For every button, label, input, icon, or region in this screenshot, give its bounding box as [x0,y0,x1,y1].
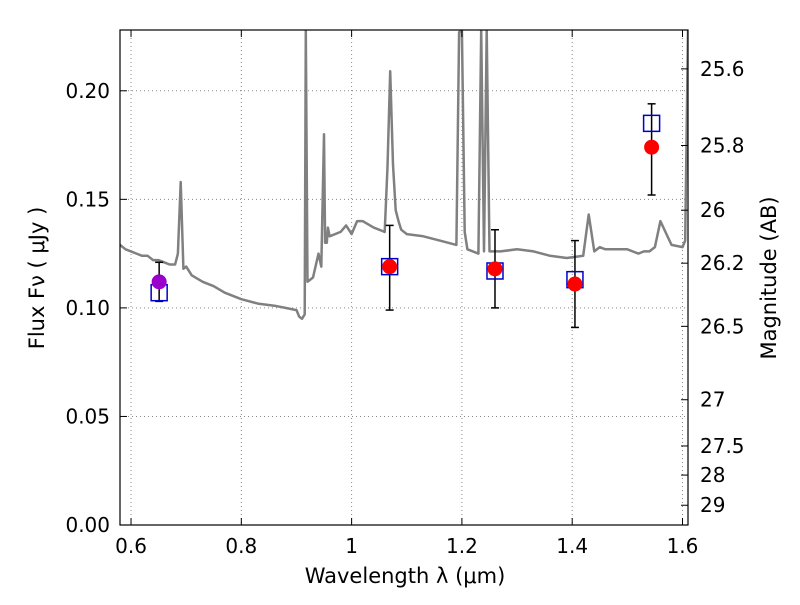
observed-flux-point [382,259,398,275]
y2-axis-label: Magnitude (AB) [757,196,781,359]
y-tick-label: 0.05 [65,404,110,428]
y-tick-label: 0.15 [65,187,110,211]
y2-tick-label: 26 [700,198,725,222]
y2-tick-label: 26.2 [700,251,745,275]
y2-tick-label: 28 [700,463,725,487]
x-tick-label: 1.4 [556,534,588,558]
points-layer [150,103,661,329]
model-flux-square [380,257,399,276]
x-axis-label: Wavelength λ (μm) [305,564,506,588]
observed-flux-point [644,139,660,155]
sed-template-line [120,30,688,321]
sed-layer [120,30,688,321]
ticks-layer: 0.6 0.8 1 1.2 1.4 1.6 0.00 0.05 0.10 0.15 0.20 25.6… [65,30,745,558]
y2-tick-label: 25.8 [700,134,745,158]
observed-flux-point [151,274,167,290]
y2-tick-label: 26.5 [700,314,745,338]
y2-tick-label: 25.6 [700,57,745,81]
model-flux-square [642,114,661,133]
observed-flux-point [567,276,583,292]
x-tick-label: 0.6 [115,534,147,558]
x-tick-label: 1.6 [667,534,699,558]
x-tick-label: 0.8 [225,534,257,558]
y2-tick-label: 29 [700,493,725,517]
y-tick-label: 0.00 [65,513,110,537]
x-tick-label: 1 [345,534,358,558]
y-tick-label: 0.20 [65,79,110,103]
plot-frame [119,29,689,526]
observed-flux-point [487,261,503,277]
y-tick-label: 0.10 [65,296,110,320]
y-axis-label: Flux Fν ( μJy ) [25,207,49,350]
x-tick-label: 1.2 [446,534,478,558]
y2-tick-label: 27 [700,388,725,412]
y2-tick-label: 27.5 [700,434,745,458]
